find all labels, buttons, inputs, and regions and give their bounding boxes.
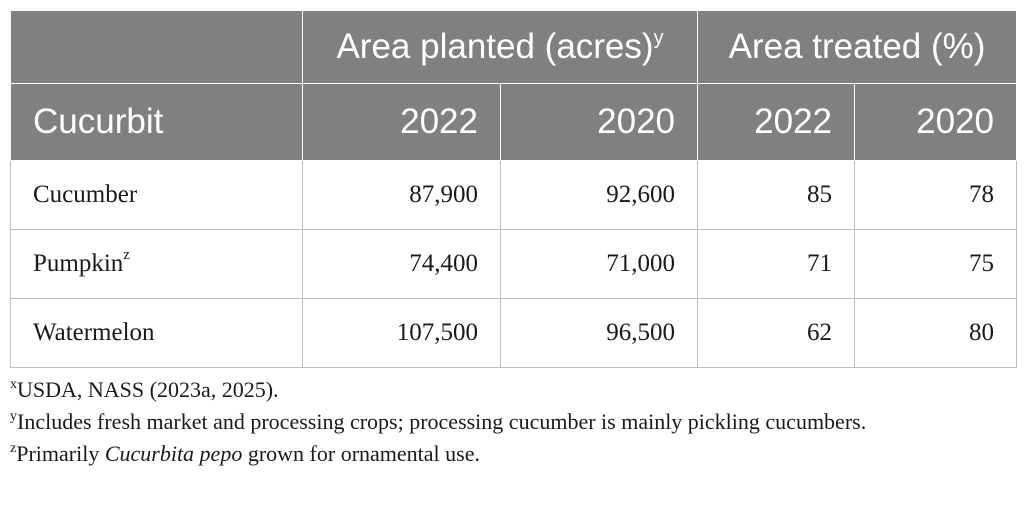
crop-name-label: Watermelon [33,319,155,346]
footnote-z-text-before: Primarily [16,441,105,466]
column-header-cucurbit: Cucurbit [10,83,303,161]
cell-treated-2020: 75 [854,229,1018,299]
column-header-planted-2020: 2020 [499,83,699,161]
row-crop-name: Watermelon [10,298,303,368]
cell-treated-2020: 80 [854,298,1018,368]
cell-planted-2022: 74,400 [302,229,501,299]
header-blank-cell [10,10,303,84]
footnote-x-text: USDA, NASS (2023a, 2025). [17,377,279,402]
cell-treated-2022: 85 [697,160,856,230]
footnote-z-species: Cucurbita pepo [104,441,243,466]
footnote-y-text: Includes fresh market and processing cro… [17,409,867,434]
footnote-y-mark: y [10,409,17,424]
cell-treated-2022: 62 [697,298,856,368]
column-header-treated-2022: 2022 [697,83,856,161]
cell-planted-2020: 71,000 [499,229,699,299]
crop-name-label: Cucumber [33,181,138,208]
footnote-y: yIncludes fresh market and processing cr… [10,406,1016,438]
crop-footnote-mark: z [123,247,130,263]
header-area-treated: Area treated (%) [697,10,1018,84]
header-group-row: Area planted (acres)y Area treated (%) [10,10,1018,84]
row-crop-name: Pumpkinz [10,229,303,299]
cell-planted-2022: 87,900 [302,160,501,230]
cell-planted-2022: 107,500 [302,298,501,368]
cell-treated-2022: 71 [697,229,856,299]
header-column-row: Cucurbit 2022 2020 2022 2020 [10,83,1018,161]
column-header-treated-2020: 2020 [854,83,1018,161]
header-area-planted-label: Area planted (acres) [336,27,654,66]
cell-planted-2020: 92,600 [499,160,699,230]
table-row: Cucumber 87,900 92,600 85 78 [10,160,1018,230]
table-row: Pumpkinz 74,400 71,000 71 75 [10,229,1018,299]
table-row: Watermelon 107,500 96,500 62 80 [10,298,1018,368]
footnote-x-mark: x [10,377,17,392]
footnote-z-mark: z [10,441,17,456]
table-footnotes: xUSDA, NASS (2023a, 2025). yIncludes fre… [10,374,1016,470]
footnote-z: zPrimarily Cucurbita pepo grown for orna… [10,438,1016,470]
header-area-planted-mark: y [653,27,664,49]
header-area-planted: Area planted (acres)y [301,10,699,84]
cucurbit-table: Area planted (acres)y Area treated (%) C… [10,10,1018,368]
column-header-planted-2022: 2022 [302,83,501,161]
footnote-x: xUSDA, NASS (2023a, 2025). [10,374,1016,406]
footnote-z-text-after: grown for ornamental use. [242,441,480,466]
cell-treated-2020: 78 [854,160,1018,230]
crop-name-label: Pumpkin [33,250,124,277]
cell-planted-2020: 96,500 [499,298,699,368]
row-crop-name: Cucumber [10,160,303,230]
